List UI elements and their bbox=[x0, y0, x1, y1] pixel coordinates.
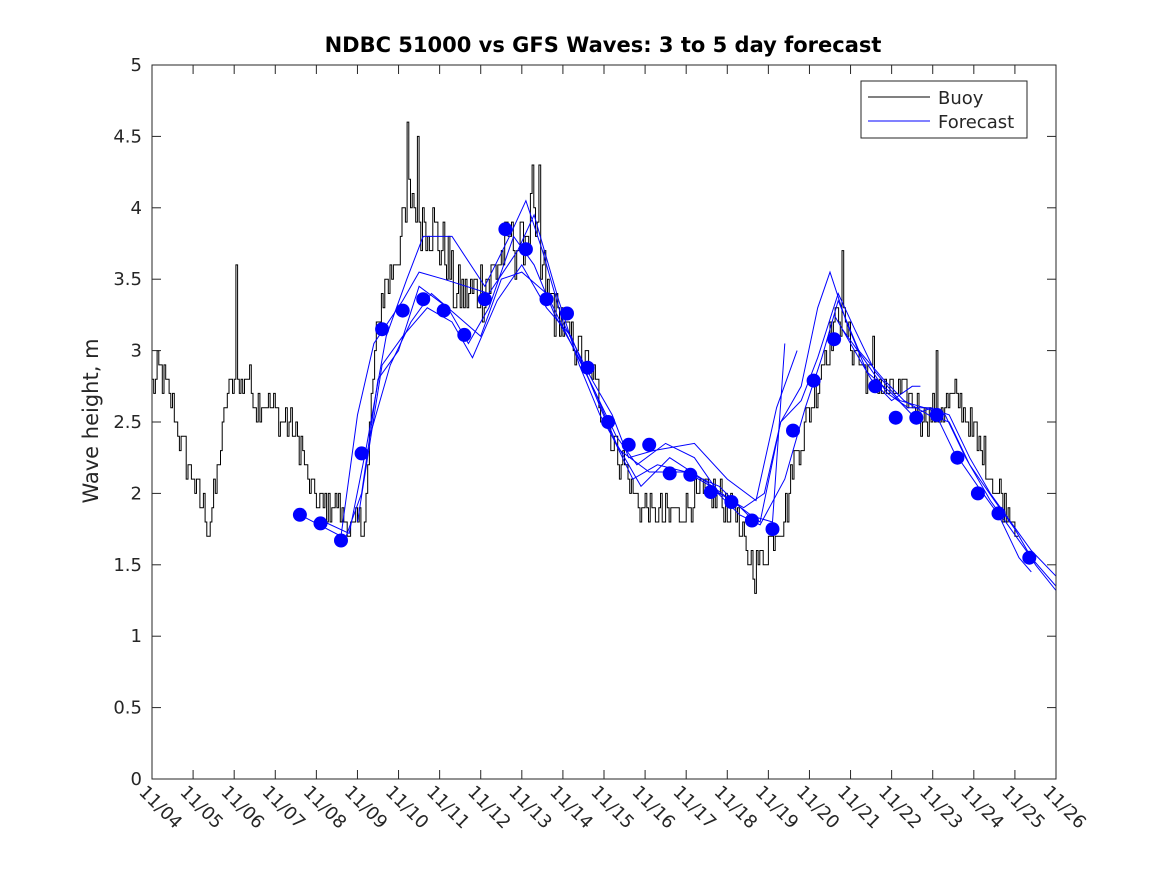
forecast-marker-13 bbox=[560, 306, 574, 321]
forecast-marker-21 bbox=[724, 495, 739, 509]
y-tick-label: 1 bbox=[131, 626, 142, 647]
forecast-marker-22 bbox=[744, 513, 759, 528]
y-tick-label: 4 bbox=[131, 198, 142, 219]
forecast-marker-19 bbox=[683, 467, 698, 482]
y-tick-label: 5 bbox=[131, 55, 142, 76]
forecast-line-run-g bbox=[833, 314, 921, 402]
y-tick-label: 1.5 bbox=[113, 555, 142, 576]
forecast-marker-6 bbox=[416, 292, 431, 307]
forecast-marker-26 bbox=[827, 332, 842, 347]
plot-area: 00.511.522.533.544.5511/0411/0511/0611/0… bbox=[113, 55, 1090, 833]
forecast-marker-9 bbox=[477, 292, 492, 307]
forecast-marker-30 bbox=[929, 407, 944, 422]
forecast-marker-28 bbox=[888, 410, 903, 425]
forecast-marker-24 bbox=[786, 423, 800, 438]
forecast-marker-14 bbox=[580, 360, 595, 375]
forecast-marker-25 bbox=[806, 373, 821, 388]
forecast-marker-17 bbox=[642, 437, 657, 452]
forecast-line-run-b bbox=[324, 199, 798, 535]
forecast-marker-5 bbox=[395, 303, 410, 318]
forecast-marker-23 bbox=[765, 522, 780, 537]
forecast-marker-16 bbox=[621, 437, 636, 452]
y-tick-label: 2 bbox=[131, 483, 142, 504]
legend: Buoy Forecast bbox=[860, 80, 1028, 139]
legend-buoy-label: Buoy bbox=[938, 88, 984, 109]
chart-title: NDBC 51000 vs GFS Waves: 3 to 5 day fore… bbox=[325, 33, 882, 57]
forecast-marker-15 bbox=[601, 415, 616, 429]
forecast-marker-20 bbox=[703, 485, 718, 499]
forecast-marker-4 bbox=[375, 322, 390, 337]
forecast-marker-0 bbox=[292, 507, 307, 522]
forecast-marker-3 bbox=[354, 446, 369, 461]
y-tick-label: 0 bbox=[131, 769, 142, 790]
y-tick-label: 2.5 bbox=[113, 412, 142, 433]
forecast-marker-10 bbox=[498, 222, 513, 237]
forecast-marker-18 bbox=[662, 466, 677, 481]
forecast-marker-11 bbox=[518, 242, 533, 257]
forecast-marker-33 bbox=[991, 506, 1006, 521]
forecast-marker-27 bbox=[868, 379, 883, 394]
forecast-marker-7 bbox=[436, 303, 451, 318]
forecast-marker-1 bbox=[313, 516, 328, 531]
y-tick-label: 0.5 bbox=[113, 698, 142, 719]
legend-box bbox=[860, 80, 1028, 139]
forecast-marker-31 bbox=[950, 450, 965, 465]
forecast-marker-32 bbox=[970, 486, 985, 501]
y-tick-label: 3 bbox=[131, 341, 142, 362]
forecast-marker-2 bbox=[334, 533, 348, 548]
y-axis-label: Wave height, m bbox=[79, 338, 103, 503]
y-tick-label: 3.5 bbox=[113, 269, 142, 290]
forecast-marker-34 bbox=[1022, 550, 1037, 565]
forecast-marker-29 bbox=[909, 410, 924, 425]
y-tick-label: 4.5 bbox=[113, 126, 142, 147]
forecast-marker-8 bbox=[457, 327, 472, 342]
forecast-marker-12 bbox=[539, 292, 554, 307]
forecast-line-run-a bbox=[299, 213, 786, 537]
legend-forecast-label: Forecast bbox=[938, 112, 1014, 133]
